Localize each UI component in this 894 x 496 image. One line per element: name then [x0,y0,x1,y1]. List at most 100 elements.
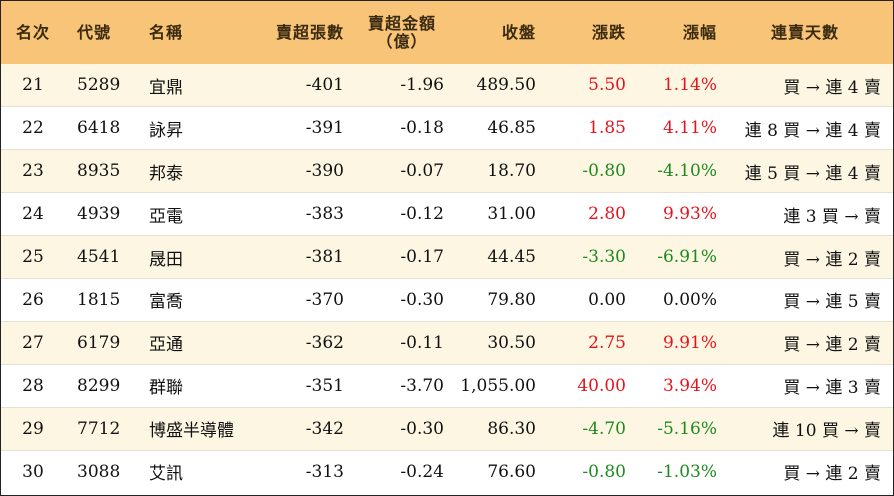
net-sell-lots-cell: -381 [263,235,352,279]
close-cell: 489.50 [476,75,536,96]
change-pct-cell: -6.91% [634,235,725,279]
name-cell: 群聯 [137,363,263,408]
rank-cell: 28 [1,363,65,408]
change-pct-cell: 9.93% [634,192,725,236]
table-body: 21 5289 宜鼎 -401 -1.96 489.50 5.50 1.14% 買 → 連 4 … [1,64,893,493]
name-cell: 艾訊 [137,449,263,493]
code-cell: 1815 [65,277,137,322]
net-sell-amount-cell: -0.07 [352,149,452,193]
rank-cell: 22 [1,106,65,150]
net-sell-lots-cell: -342 [263,406,352,451]
name-cell: 邦泰 [137,149,263,193]
streak-cell: 連 3 買 → 賣 [725,192,893,236]
net-sell-amount-cell: -0.12 [352,192,452,236]
table-row[interactable]: 23 8935 邦泰 -390 -0.07 18.70 -0.80 -4.10% 連 5 買 →… [1,149,893,193]
table-row[interactable]: 25 4541 晟田 -381 -0.17 44.45 -3.30 -6.91% 買 → 連 2… [1,235,893,279]
change-pct-cell: -4.10% [634,149,725,193]
code-cell: 8299 [65,363,137,408]
change-pct-cell: 3.94% [634,363,725,408]
net-sell-lots-cell: -362 [263,320,352,365]
name-cell: 宜鼎 [149,77,183,98]
streak-cell: 連 5 買 → 連 4 賣 [725,149,893,193]
name-cell: 晟田 [137,235,263,279]
net-sell-lots-cell: -401 [305,75,344,96]
header-close[interactable]: 收盤 [501,22,536,42]
change-pct-cell: 9.91% [634,320,725,365]
table-row[interactable]: 22 6418 詠昇 -391 -0.18 46.85 1.85 4.11% 連 8 買 → 連… [1,106,893,150]
change-cell: 2.80 [544,192,634,236]
net-sell-amount-cell: -0.11 [352,320,452,365]
header-code[interactable]: 代號 [77,22,112,42]
net-sell-amount-cell: -0.30 [352,277,452,322]
net-sell-amount-cell: -0.30 [352,406,452,451]
header-net-sell-amount-line1: 賣超金額 [367,13,436,33]
name-cell: 博盛半導體 [137,406,263,451]
name-cell: 亞電 [137,192,263,236]
net-sell-amount-cell: -1.96 [400,75,444,96]
net-sell-lots-cell: -391 [263,106,352,150]
header-net-sell-amount[interactable]: 賣超金額 （億） [352,1,452,64]
net-sell-amount-cell: -0.17 [352,235,452,279]
streak-cell: 連 8 買 → 連 4 賣 [725,106,893,150]
table-row[interactable]: 21 5289 宜鼎 -401 -1.96 489.50 5.50 1.14% 買 → 連 4 … [1,64,893,107]
net-sell-lots-cell: -313 [263,449,352,493]
close-cell: 86.30 [452,406,544,451]
name-cell: 詠昇 [137,106,263,150]
code-cell: 6418 [65,106,137,150]
rank-cell: 23 [1,149,65,193]
change-cell: 40.00 [544,363,634,408]
net-sell-amount-cell: -3.70 [352,363,452,408]
close-cell: 76.60 [452,449,544,493]
close-cell: 31.00 [452,192,544,236]
streak-cell: 買 → 連 2 賣 [725,320,893,365]
net-sell-lots-cell: -390 [263,149,352,193]
change-pct-cell: 1.14% [662,75,717,96]
header-net-sell-amount-line2: （億） [376,31,428,51]
streak-cell: 買 → 連 2 賣 [725,449,893,493]
code-cell: 7712 [65,406,137,451]
rank-cell: 21 [22,75,44,96]
change-cell: 5.50 [588,75,626,96]
rank-cell: 24 [1,192,65,236]
change-cell: -4.70 [544,406,634,451]
header-change-pct[interactable]: 漲幅 [682,22,717,42]
code-cell: 4939 [65,192,137,236]
table-row[interactable]: 24 4939 亞電 -383 -0.12 31.00 2.80 9.93% 連 3 買 → 賣 [1,192,893,236]
header-change[interactable]: 漲跌 [591,22,626,42]
streak-cell: 買 → 連 3 賣 [725,363,893,408]
net-sell-amount-cell: -0.24 [352,449,452,493]
change-cell: 2.75 [544,320,634,365]
table-row[interactable]: 27 6179 亞通 -362 -0.11 30.50 2.75 9.91% 買 → 連 2 賣 [1,320,893,365]
rank-cell: 27 [1,320,65,365]
table-row[interactable]: 26 1815 富喬 -370 -0.30 79.80 0.00 0.00% 買 → 連 5 賣 [1,277,893,322]
code-cell: 6179 [65,320,137,365]
header-name[interactable]: 名稱 [149,22,184,42]
change-pct-cell: -1.03% [634,449,725,493]
table-row[interactable]: 28 8299 群聯 -351 -3.70 1,055.00 40.00 3.94% 買 → 連… [1,363,893,408]
rank-cell: 26 [1,277,65,322]
name-cell: 富喬 [137,277,263,322]
header-row: 名次 代號 名稱 賣超張數 賣超金額 （億） 收盤 漲跌 漲幅 連賣天數 [1,1,893,64]
change-cell: -0.80 [544,149,634,193]
streak-cell: 買 → 連 4 賣 [783,77,881,98]
close-cell: 44.45 [452,235,544,279]
rank-cell: 30 [1,449,65,493]
net-sell-lots-cell: -351 [263,363,352,408]
table-row[interactable]: 30 3088 艾訊 -313 -0.24 76.60 -0.80 -1.03% 買 → 連 2… [1,449,893,493]
code-cell: 5289 [77,75,121,96]
close-cell: 30.50 [452,320,544,365]
streak-cell: 買 → 連 5 賣 [725,277,893,322]
code-cell: 8935 [65,149,137,193]
header-streak[interactable]: 連賣天數 [770,22,839,42]
change-cell: 0.00 [544,277,634,322]
net-sell-lots-cell: -370 [263,277,352,322]
header-rank[interactable]: 名次 [15,22,50,42]
header-net-sell-lots[interactable]: 賣超張數 [275,22,344,42]
table-row[interactable]: 29 7712 博盛半導體 -342 -0.30 86.30 -4.70 -5.16% 連 10… [1,406,893,451]
streak-cell: 買 → 連 2 賣 [725,235,893,279]
net-sell-amount-cell: -0.18 [352,106,452,150]
code-cell: 3088 [65,449,137,493]
change-cell: -0.80 [544,449,634,493]
